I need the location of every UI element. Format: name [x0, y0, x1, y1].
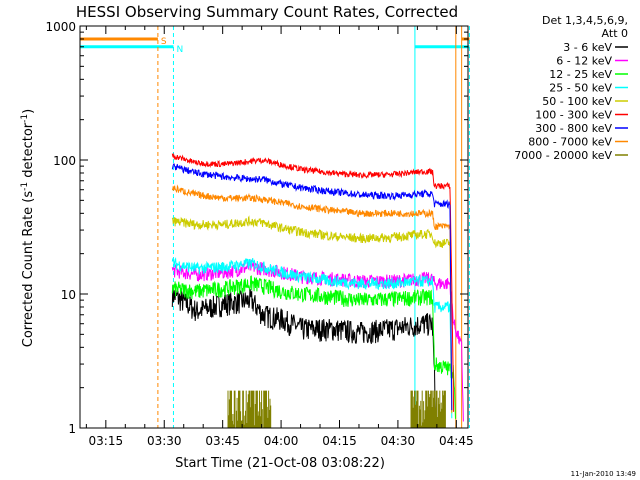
series-burst-7000-20000-kev-0 [227, 390, 272, 428]
legend-label-25-50-kev: 25 - 50 keV [549, 82, 612, 95]
series-line-12-25-kev [171, 275, 456, 419]
footer-date: 11-Jan-2010 13:49 [571, 470, 636, 478]
legend-label-50-100-kev: 50 - 100 keV [542, 95, 612, 108]
legend-label-100-300-kev: 100 - 300 keV [535, 109, 612, 122]
y-tick-label-3: 1000 [45, 20, 76, 34]
legend-header-line1: Det 1,3,4,5,6,9, [542, 14, 628, 27]
y-tick-label-0: 1 [68, 422, 76, 436]
flag-label-s: S [161, 37, 167, 47]
x-tick-label-2: 03:45 [205, 434, 240, 448]
plot-area: SN 1 10 100 1000 03:15 03:30 03:45 04:00 04:15 04:… [45, 20, 473, 448]
legend-label-7000-20000-kev: 7000 - 20000 keV [514, 149, 612, 162]
y-axis-label-end: ) [21, 109, 36, 114]
series-line-6-12-kev [171, 259, 464, 422]
series-line-3-6-kev [171, 285, 437, 416]
series-line-25-50-kev [171, 257, 453, 419]
legend-label-6-12-kev: 6 - 12 keV [556, 55, 612, 68]
chart-title: HESSI Observing Summary Count Rates, Cor… [76, 3, 458, 21]
flag-label-n: N [176, 45, 183, 55]
series-line-300-800-kev [171, 184, 453, 412]
legend-label-300-800-kev: 300 - 800 keV [535, 122, 612, 135]
y-axis-label-mid: detector [21, 122, 36, 182]
legend-label-800-7000-kev: 800 - 7000 keV [528, 136, 612, 149]
series-burst-7000-20000-kev-1 [410, 390, 446, 428]
series-line-100-300-kev [171, 152, 455, 412]
series-line-800-7000-kev [171, 163, 453, 411]
y-axis-label: Corrected Count Rate (s-1 detector-1) [20, 109, 36, 347]
x-tick-label-0: 03:15 [89, 434, 124, 448]
x-tick-label-5: 04:30 [381, 434, 416, 448]
series-line-50-100-kev [171, 215, 453, 414]
x-tick-label-4: 04:15 [322, 434, 357, 448]
x-axis-label: Start Time (21-Oct-08 03:08:22) [175, 456, 385, 471]
plot-frame [79, 25, 469, 429]
x-tick-label-6: 04:45 [439, 434, 474, 448]
x-tick-label-1: 03:30 [147, 434, 182, 448]
y-axis-label-main: Corrected Count Rate (s [21, 191, 36, 348]
y-tick-label-2: 100 [53, 154, 76, 168]
legend-header-line2: Att 0 [602, 27, 628, 40]
legend-label-3-6-kev: 3 - 6 keV [563, 41, 612, 54]
y-axis-label-sup2: -1 [20, 114, 30, 123]
y-tick-label-1: 10 [61, 288, 76, 302]
legend-label-12-25-kev: 12 - 25 keV [549, 68, 612, 81]
x-tick-label-3: 04:00 [264, 434, 299, 448]
y-axis-label-sup1: -1 [20, 182, 30, 191]
